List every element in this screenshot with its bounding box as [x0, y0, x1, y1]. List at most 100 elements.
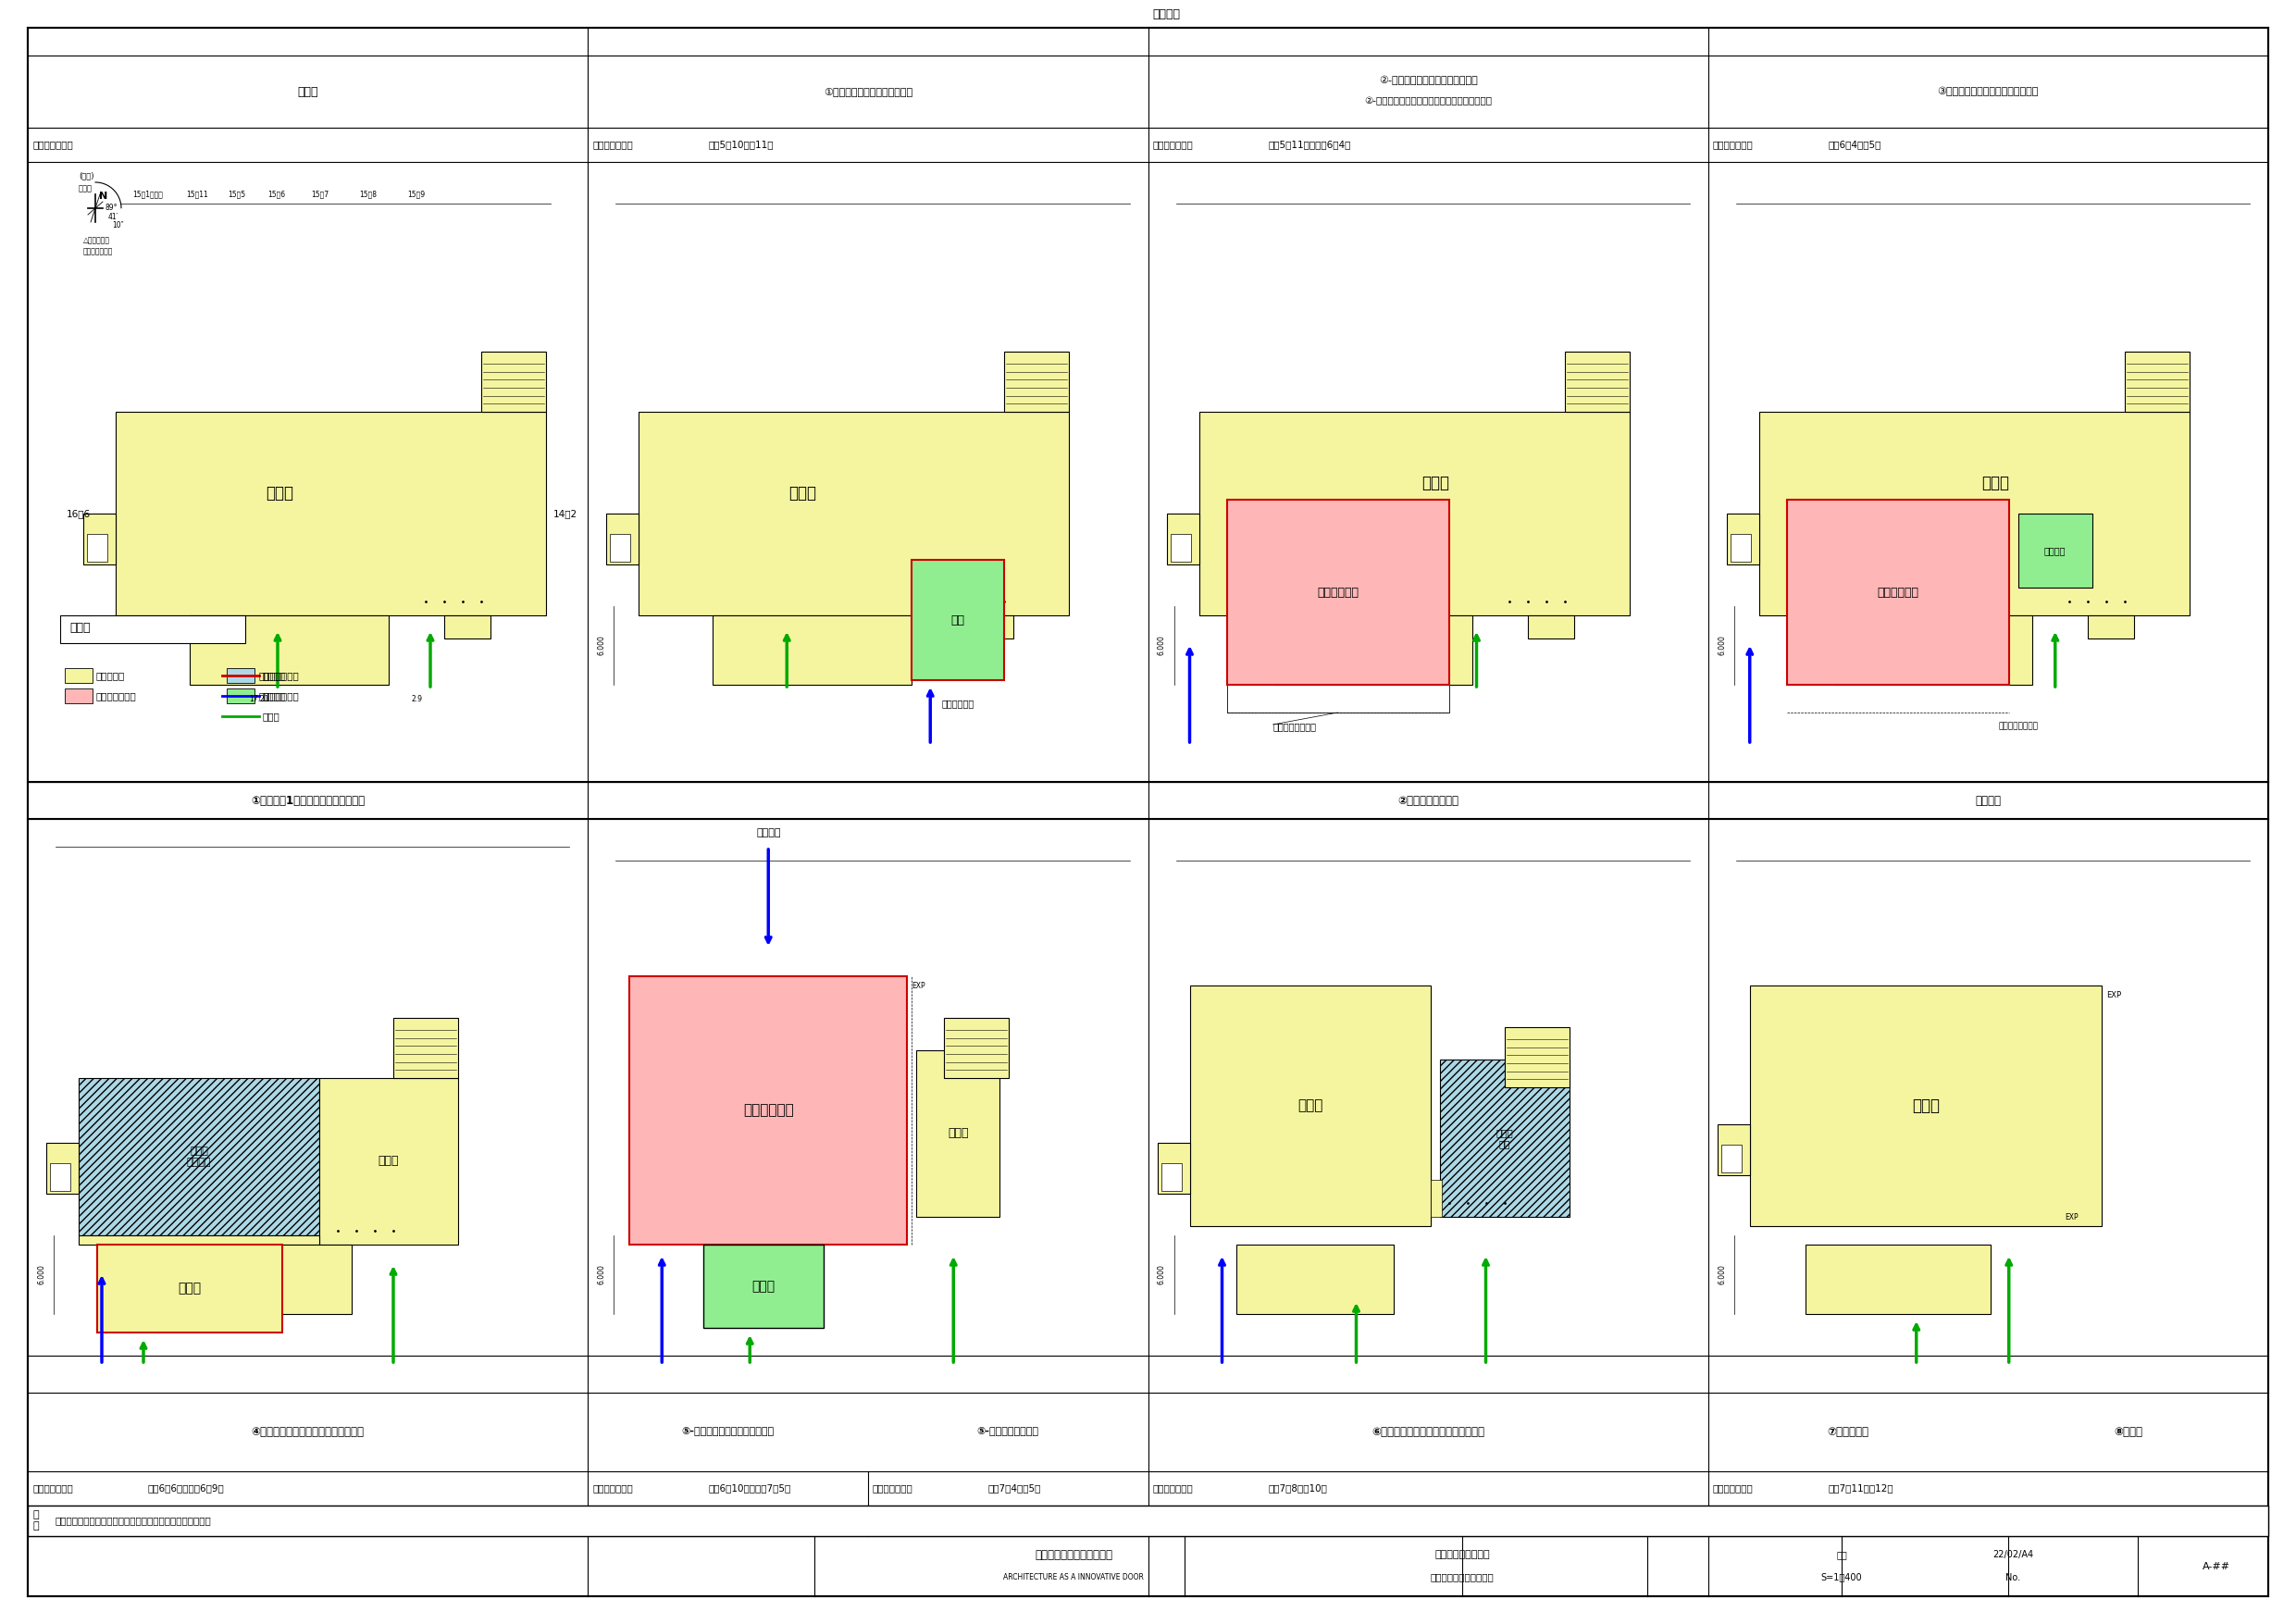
- Bar: [1235, 1244, 1394, 1314]
- Text: ⑤-２　１階改装工事: ⑤-２ １階改装工事: [978, 1427, 1040, 1437]
- Text: 凡　例: 凡 例: [69, 622, 90, 633]
- Bar: [1272, 615, 1472, 685]
- Bar: [1786, 500, 2009, 685]
- Bar: [1564, 352, 1630, 412]
- Bar: [1527, 615, 1573, 638]
- Bar: [96, 1244, 282, 1333]
- Text: 既存棟
解体: 既存棟 解体: [1495, 1129, 1513, 1148]
- Text: 備: 備: [32, 1510, 39, 1520]
- Text: ２～４階既存改修: ２～４階既存改修: [1998, 723, 2039, 731]
- Text: 新築舎: 新築舎: [1913, 1098, 1940, 1114]
- Bar: [1226, 500, 1449, 685]
- Text: 園敷線: 園敷線: [262, 711, 280, 721]
- Text: 工　事　期　間: 工 事 期 間: [32, 1484, 73, 1492]
- Bar: [1157, 1143, 1189, 1194]
- Text: ２～４階通路接続: ２～４階通路接続: [1272, 721, 1316, 731]
- Text: 6.000: 6.000: [37, 1265, 46, 1285]
- Text: 縮尺: 縮尺: [1837, 1551, 1846, 1559]
- Bar: [46, 1143, 78, 1194]
- Bar: [1166, 513, 1199, 565]
- Text: 令和6年10月～令和7年5月: 令和6年10月～令和7年5月: [707, 1484, 790, 1492]
- Text: 22/02/A4: 22/02/A4: [1993, 1551, 2034, 1559]
- Text: ②-１　（１期工事）１期新築工事: ②-１ （１期工事）１期新築工事: [1378, 76, 1476, 86]
- Text: 令和7年11月～12月: 令和7年11月～12月: [1828, 1484, 1894, 1492]
- Text: 15番7: 15番7: [312, 190, 328, 198]
- Bar: [629, 976, 907, 1244]
- Text: 令和7年8月～10月: 令和7年8月～10月: [1267, 1484, 1327, 1492]
- Text: 6.000: 6.000: [1157, 1265, 1166, 1285]
- Bar: [227, 689, 255, 703]
- Bar: [443, 615, 491, 638]
- Text: ①仮使用（1期新園舎＋既存園舎残）: ①仮使用（1期新園舎＋既存園舎残）: [250, 794, 365, 807]
- Text: 15番6: 15番6: [269, 190, 285, 198]
- Bar: [393, 1018, 459, 1078]
- Bar: [191, 615, 388, 685]
- Text: ⑦　外構工事: ⑦ 外構工事: [1828, 1426, 1869, 1437]
- Text: 工　事　期　間: 工 事 期 間: [592, 1484, 634, 1492]
- Bar: [1717, 1124, 1750, 1176]
- Text: ：改装工事範囲: ：改装工事範囲: [257, 692, 298, 700]
- Bar: [2087, 615, 2133, 638]
- Text: EXP: EXP: [2064, 1213, 2078, 1221]
- Bar: [96, 1333, 282, 1337]
- Bar: [154, 1244, 351, 1314]
- Bar: [60, 615, 246, 643]
- Text: (真北): (真北): [78, 171, 94, 180]
- Text: 既存棟: 既存棟: [1421, 474, 1449, 492]
- Text: １階玄関改装: １階玄関改装: [941, 698, 974, 708]
- Bar: [2124, 352, 2190, 412]
- Bar: [482, 352, 546, 412]
- Text: 完了検査: 完了検査: [1975, 794, 2002, 807]
- Bar: [916, 1051, 999, 1216]
- Text: 工　事　期　間: 工 事 期 間: [592, 140, 634, 149]
- Text: 太陽保育院改築工事: 太陽保育院改築工事: [1435, 1551, 1490, 1559]
- Text: 6.000: 6.000: [597, 635, 606, 656]
- Text: 工事敷線: 工事敷線: [262, 692, 287, 700]
- Bar: [1189, 986, 1430, 1226]
- Text: ③　既存棟　２～４階部分改装工事: ③ 既存棟 ２～４階部分改装工事: [1938, 86, 2039, 96]
- Text: 既存棟: 既存棟: [788, 486, 815, 502]
- Text: １期新築工事: １期新築工事: [1878, 586, 1919, 598]
- Text: 41′: 41′: [108, 213, 119, 221]
- Text: 6.000: 6.000: [1717, 635, 1727, 656]
- Text: 89°: 89°: [106, 203, 117, 211]
- Bar: [64, 667, 92, 684]
- Bar: [1786, 685, 2009, 713]
- Text: 既存棟: 既存棟: [379, 1155, 400, 1168]
- Text: 確認申請: 確認申請: [1153, 8, 1180, 21]
- Bar: [78, 1078, 319, 1236]
- Bar: [78, 1236, 319, 1244]
- Bar: [638, 412, 1070, 615]
- Text: 工　事　期　間: 工 事 期 間: [1713, 140, 1754, 149]
- Text: 新園舎: 新園舎: [179, 1281, 202, 1294]
- Text: 15番8: 15番8: [360, 190, 377, 198]
- Text: 現　況: 現 況: [298, 86, 319, 97]
- Bar: [319, 1078, 459, 1244]
- Text: 既存棟: 既存棟: [1981, 474, 2009, 492]
- Bar: [1750, 986, 2101, 1226]
- Bar: [2018, 513, 2092, 588]
- Text: 考: 考: [32, 1522, 39, 1531]
- Text: ：新築工事範囲: ：新築工事範囲: [96, 692, 138, 700]
- Bar: [611, 534, 631, 562]
- Text: ⑧　完成: ⑧ 完成: [2115, 1426, 2142, 1437]
- Text: 工　事　期　間: 工 事 期 間: [1713, 1484, 1754, 1492]
- Bar: [606, 513, 638, 565]
- Text: ④（２期工事）既存棟　１期解体工事: ④（２期工事）既存棟 １期解体工事: [250, 1426, 365, 1437]
- Text: △真北基準線: △真北基準線: [83, 235, 110, 244]
- Bar: [944, 1018, 1008, 1078]
- Text: 6.000: 6.000: [1717, 1265, 1727, 1285]
- Bar: [1199, 412, 1630, 615]
- Bar: [703, 1244, 824, 1328]
- Bar: [64, 689, 92, 703]
- Bar: [1003, 352, 1070, 412]
- Bar: [115, 412, 546, 615]
- Text: １期新築工事: １期新築工事: [1318, 586, 1359, 598]
- Text: ：運営範囲: ：運営範囲: [96, 671, 126, 680]
- Text: EXP: EXP: [2105, 991, 2122, 999]
- Text: 令和7年4月～5月: 令和7年4月～5月: [987, 1484, 1042, 1492]
- Text: 10″: 10″: [113, 221, 124, 229]
- Bar: [1171, 534, 1192, 562]
- Text: 14番2: 14番2: [553, 508, 579, 518]
- Bar: [1722, 1145, 1740, 1173]
